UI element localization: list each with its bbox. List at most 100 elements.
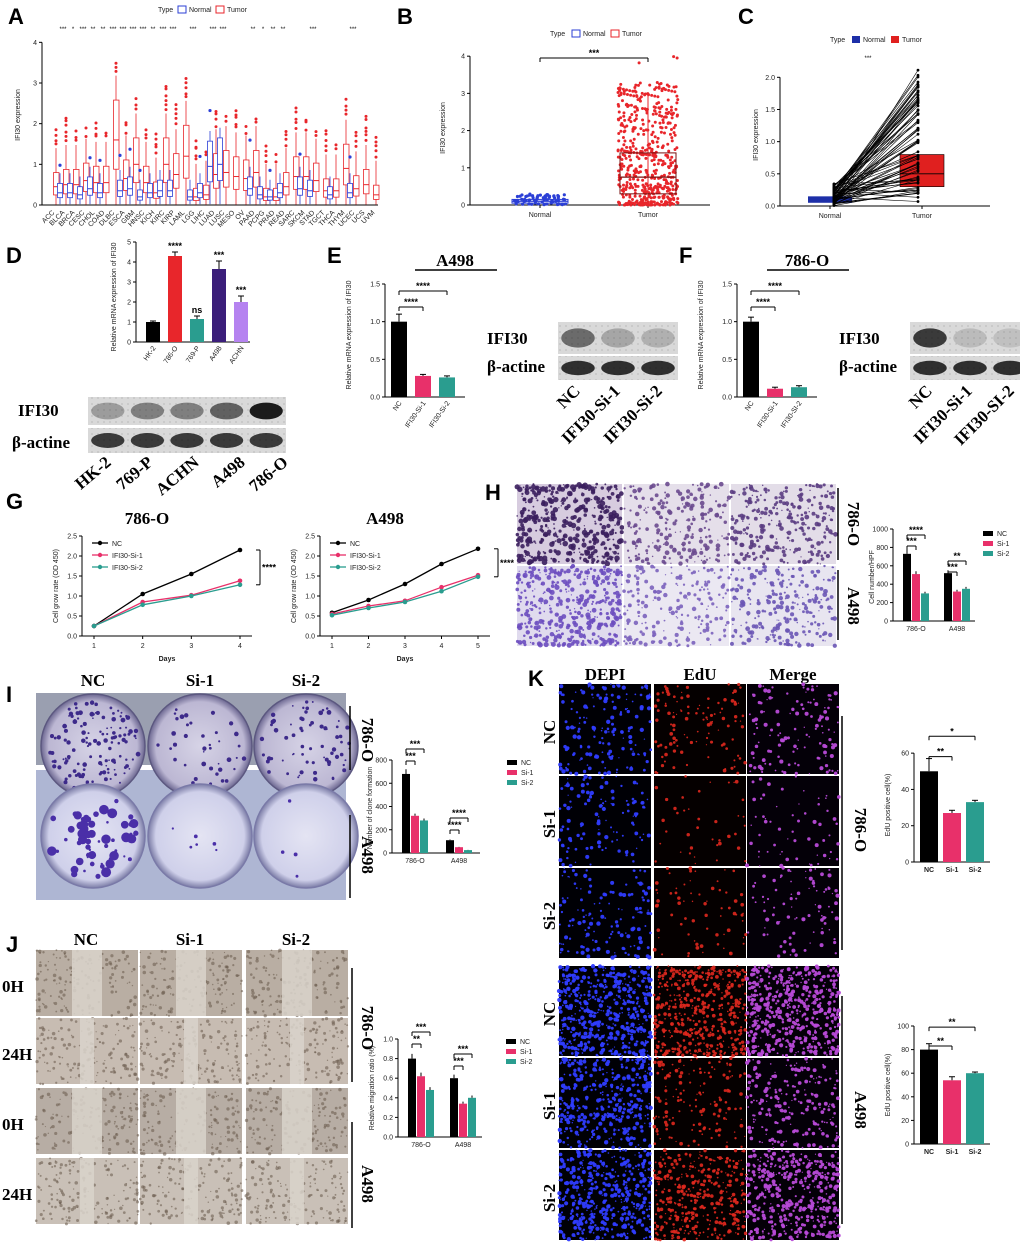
panel-h-tile-786o-si2-cell [768, 514, 771, 517]
panel-j-tile-1-2-cell [246, 1062, 249, 1065]
panel-h-tile-a498-si2-cell [794, 631, 799, 637]
panel-b-point-tumor [645, 148, 649, 152]
panel-h-tile-a498-nc-cell [569, 609, 572, 612]
panel-j-tile-1-2-cell [267, 1025, 270, 1028]
panel-j-tile-0-0-cell [58, 982, 61, 984]
panel-h-tile-786o-nc-cell [544, 508, 548, 512]
panel-h-tile-786o-nc-cell [584, 507, 588, 512]
panel-h-tile-786o-si2-cell [815, 483, 820, 489]
panel-h-tile-786o-si2-cell [778, 522, 782, 526]
panel-j-tile-2-1-cell [146, 1098, 149, 1101]
panel-a-outlier-tumor [324, 144, 328, 148]
panel-i-colony [63, 738, 67, 742]
panel-h-tile-786o-si2-cell [823, 531, 826, 534]
panel-g-left-point [237, 547, 243, 553]
panel-f-y-tick-label: 1.0 [722, 319, 732, 326]
panel-h-tile-a498-nc-cell [604, 596, 608, 600]
panel-h-tile-786o-si1-cell [699, 482, 704, 487]
panel-h-tile-a498-nc-cell [557, 571, 562, 577]
panel-j-tile-1-0-cell [41, 1082, 45, 1086]
panel-j-tile-1-1-cell [235, 1060, 239, 1064]
panel-j-tile-1-0-cell [133, 1049, 136, 1052]
panel-h-tile-a498-si2-cell [794, 602, 796, 604]
panel-j-tile-1-2-cell [263, 1036, 267, 1040]
panel-h-tile-a498-nc-cell [564, 583, 568, 587]
panel-a-box-normal-PCPG [257, 186, 263, 200]
panel-a-outlier-tumor [284, 144, 288, 148]
panel-h-tile-786o-si1-cell [647, 545, 650, 548]
panel-h-legend-swatch [983, 551, 993, 556]
panel-h-tile-786o-si1-cell [698, 527, 703, 533]
panel-h-tile-a498-nc-cell [566, 568, 571, 574]
panel-h-tile-786o-nc-cell [543, 551, 547, 555]
panel-h-tile-a498-si2-cell [807, 598, 812, 603]
panel-j-tile-0-0-cell [41, 989, 45, 993]
panel-j-tile-2-0-cell [133, 1092, 136, 1096]
panel-j-tile-0-1-cell [156, 987, 158, 990]
panel-i-colony [208, 743, 212, 747]
panel-i-colony [98, 754, 102, 758]
panel-j-tile-1-2-cell [250, 1053, 252, 1055]
panel-b-point-tumor [628, 182, 632, 186]
panel-b-point-tumor [668, 132, 672, 136]
panel-h-tile-786o-nc-cell [534, 486, 539, 491]
panel-j-tile-2-1-cell [211, 1143, 214, 1145]
panel-b-point-tumor [632, 137, 636, 141]
panel-h-tile-a498-si2-cell [822, 633, 825, 636]
panel-h-tile-a498-si1-cell [682, 594, 688, 599]
panel-i-colony [109, 850, 119, 861]
panel-j-tile-2-0-cell [112, 1092, 116, 1096]
panel-j-tile-1-1-cell [224, 1020, 227, 1023]
panel-h-tile-a498-nc-cell [576, 629, 582, 635]
panel-j-tile-2-0-cell [129, 1106, 132, 1110]
panel-c-point-tumor [916, 128, 920, 132]
panel-label-j: J [6, 932, 18, 957]
panel-j-tile-0-1-cell [222, 969, 225, 972]
panel-b-point-tumor [672, 131, 676, 135]
panel-h-tile-a498-nc-cell [546, 575, 552, 580]
panel-h-tile-786o-nc-cell [600, 523, 603, 526]
panel-j-tile-2-1-cell [142, 1142, 146, 1146]
panel-j-tile-1-0-cell [116, 1042, 120, 1046]
panel-j-tile-1-2-cell [313, 1021, 317, 1025]
panel-h-tile-786o-si1-cell [636, 556, 641, 561]
panel-c-point-tumor [916, 94, 920, 97]
panel-a-sig-BRCA: * [72, 27, 75, 33]
panel-c-pair-line [833, 189, 919, 195]
panel-i-colony [92, 717, 94, 719]
panel-a-outlier-tumor [144, 128, 148, 132]
panel-j-tile-1-0-cell [104, 1059, 106, 1062]
panel-g-left-y-tick-label: 1.0 [67, 594, 77, 601]
panel-h-tile-a498-nc-cell [591, 574, 596, 579]
panel-h-tile-786o-si2-cell [760, 524, 766, 529]
panel-h-tile-a498-si2-cell [815, 631, 819, 636]
panel-h-tile-a498-si1-cell [686, 614, 690, 617]
panel-j-tile-1-0-cell [128, 1074, 132, 1078]
panel-h-tile-a498-si2-cell [815, 586, 820, 591]
panel-h-tile-a498-nc-cell [611, 611, 617, 617]
panel-h-tile-786o-si2-cell [760, 527, 764, 532]
panel-i-colony [234, 731, 239, 737]
panel-g-left-legend-IFI30-Si-1: IFI30-Si-1 [112, 553, 143, 560]
panel-h-tile-a498-nc-cell [585, 589, 590, 594]
panel-h-tile-a498-si2-cell [819, 605, 824, 609]
panel-j-tile-1-1-cell [198, 1077, 201, 1080]
panel-j-tile-0-0-cell [45, 978, 48, 981]
panel-a-outlier-tumor [154, 145, 158, 149]
panel-j-tile-1-0-cell [66, 1063, 69, 1066]
panel-j-tile-1-1-cell [161, 1053, 165, 1057]
panel-b-point-tumor [617, 118, 621, 122]
panel-j-tile-1-0-cell [132, 1056, 134, 1058]
panel-i-col-Si-1: Si-1 [186, 671, 214, 690]
panel-h-tile-a498-nc-cell [549, 619, 554, 623]
panel-i-dish-a498-Si-2 [253, 783, 359, 889]
panel-j-tile-2-1-cell [146, 1120, 150, 1124]
panel-h-tile-a498-nc-cell [546, 587, 551, 593]
panel-b-point-tumor [669, 105, 673, 109]
panel-h-tile-a498-si1-cell [705, 628, 710, 632]
panel-h-tile-786o-nc-cell [519, 538, 524, 543]
panel-d-bar-769-P [190, 319, 204, 342]
panel-h-tile-786o-si1-cell [726, 499, 729, 502]
panel-b-point-tumor [633, 105, 637, 109]
panel-j-tile-1-0-cell [124, 1016, 128, 1021]
